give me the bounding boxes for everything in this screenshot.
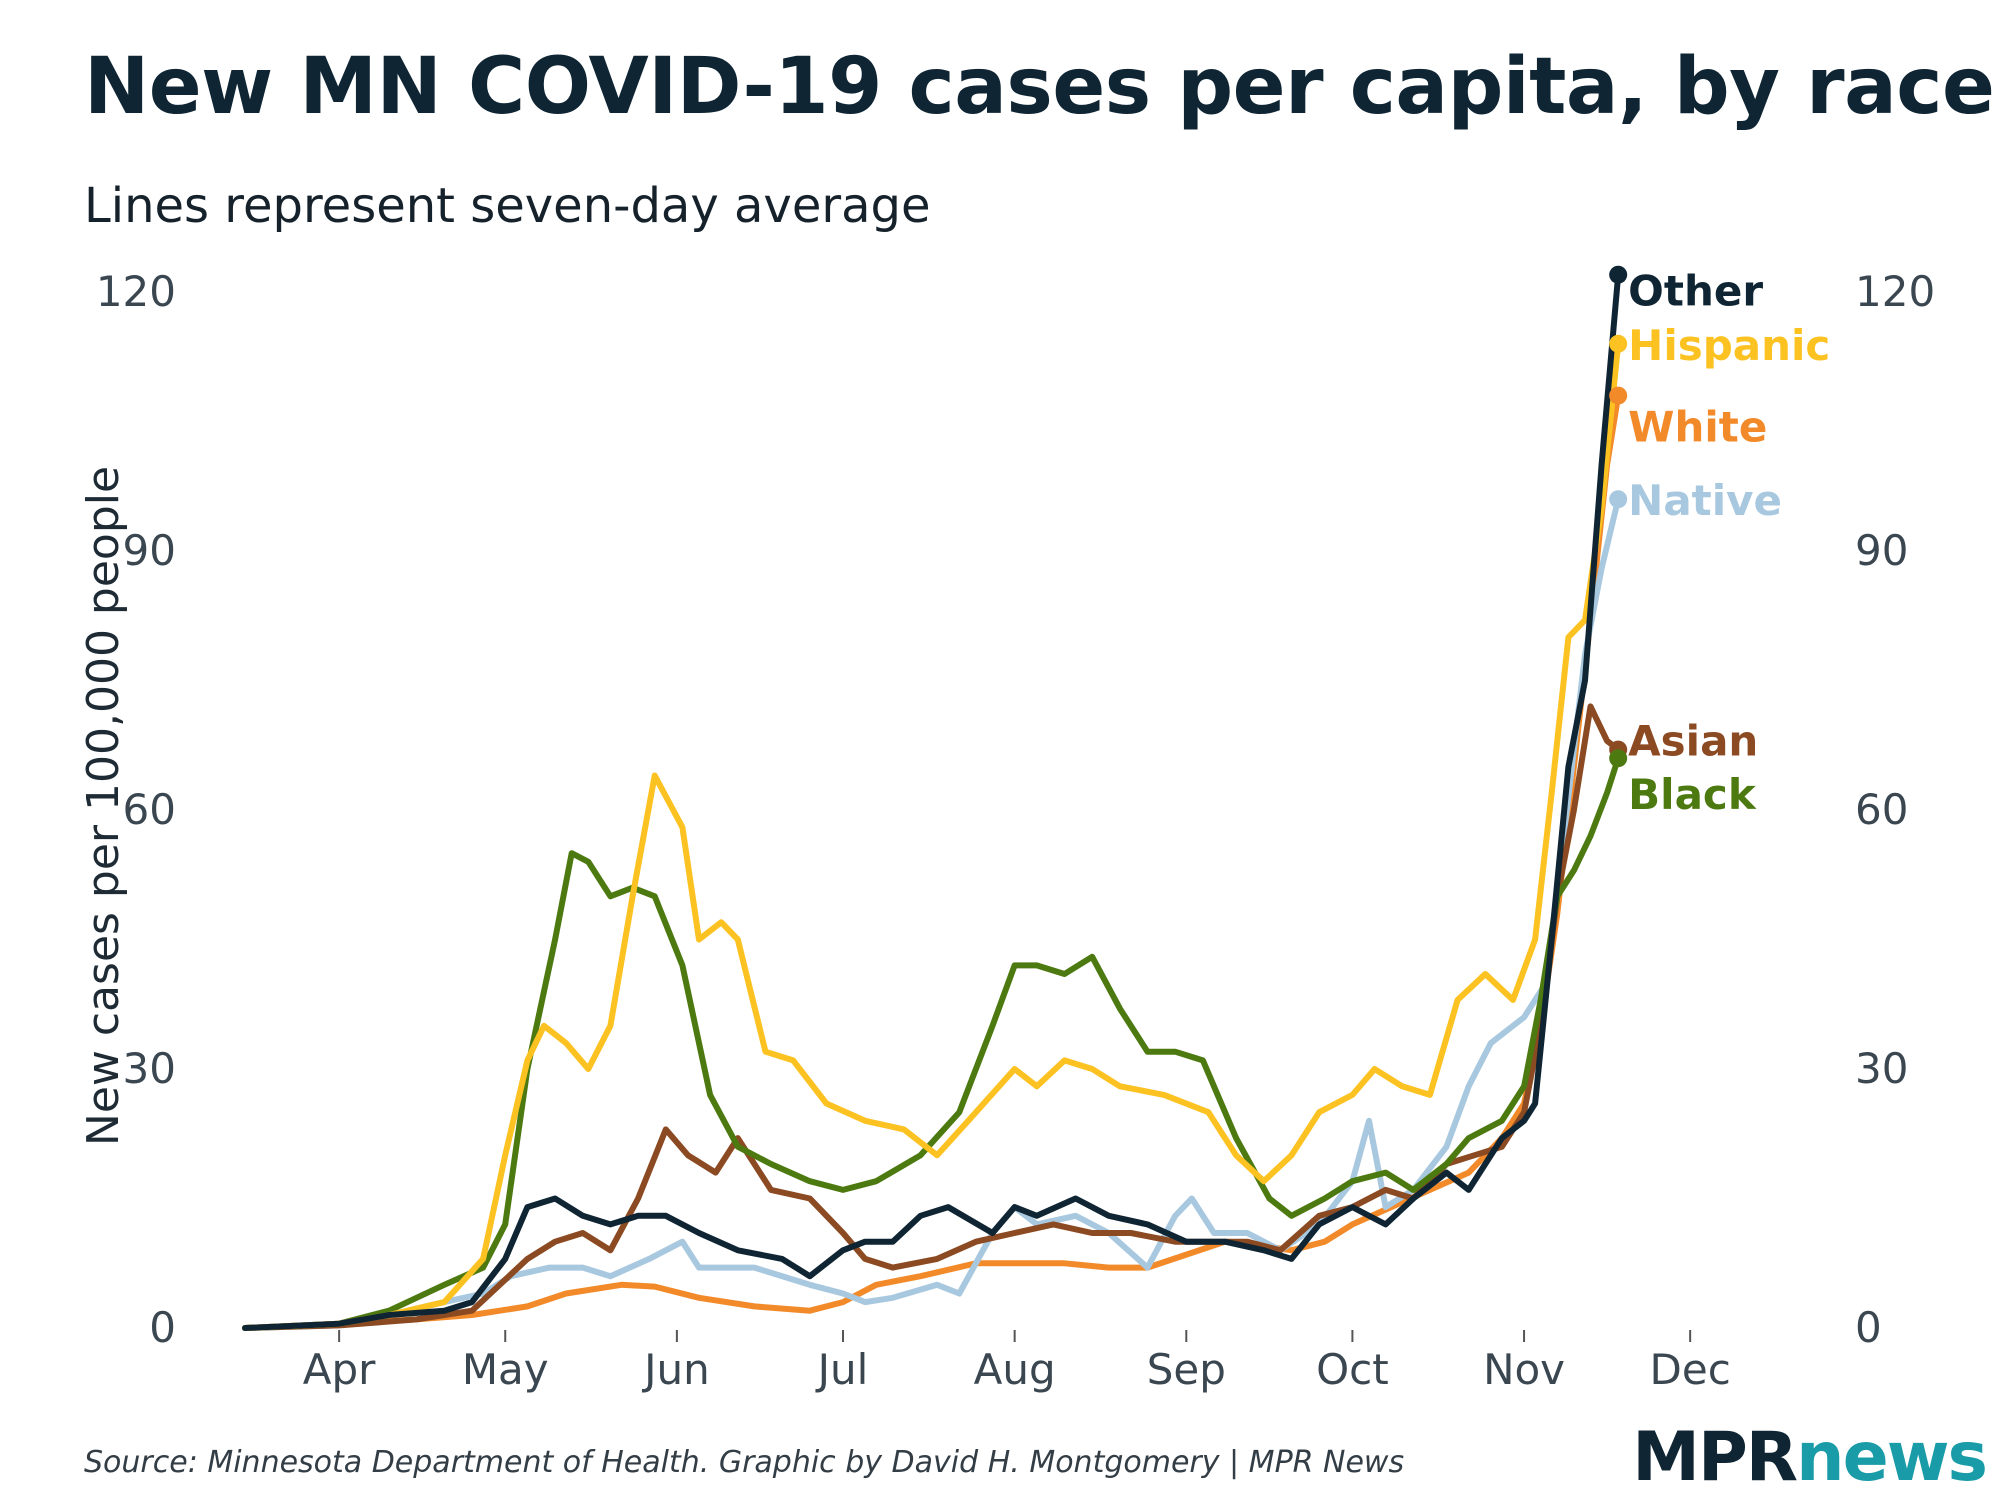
series-label-white: White [1628,403,1767,452]
x-tick-label: Jul [815,1345,869,1394]
x-tick-label: Nov [1483,1345,1565,1394]
series-lines [242,271,1622,1331]
y-axis-right: 0 30 60 90 120 [1855,267,1935,1352]
series-end-dot-other [1609,265,1628,284]
x-axis: Apr May Jun Jul Aug Sep Oct Nov Dec [303,1330,1731,1394]
x-tick-label: Dec [1650,1345,1731,1394]
y-tick-right-label: 120 [1855,267,1935,316]
y-tick-right-label: 0 [1855,1303,1882,1352]
line-chart: 0 30 60 90 120 0 30 60 90 120 Apr May Jun Jul Aug Sep… [78,265,1935,1394]
series-end-dot-hispanic [1609,334,1628,353]
series-label-asian: Asian [1628,717,1758,766]
series-line-other [242,271,1622,1331]
series-label-hispanic: Hispanic [1628,321,1830,370]
y-axis-label: New cases per 100,000 people [78,466,129,1146]
series-end-dot-white [1609,386,1628,405]
chart-subtitle: Lines represent seven-day average [84,178,931,234]
x-tick-label: May [462,1345,549,1394]
y-tick-right-label: 30 [1855,1044,1908,1093]
y-tick-left-label: 30 [123,1044,176,1093]
y-tick-left-label: 60 [123,785,176,834]
logo-mpr-text: MPR [1632,1418,1798,1497]
x-tick-label: Oct [1316,1345,1389,1394]
source-credit: Source: Minnesota Department of Health. … [84,1445,1405,1480]
series-label-black: Black [1628,770,1757,819]
y-axis-left: 0 30 60 90 120 [96,267,176,1352]
x-tick-label: Jun [641,1345,710,1394]
series-end-dot-black [1609,749,1628,768]
mpr-news-logo: MPRnews [1632,1418,1988,1497]
series-line-asian [242,703,1622,1331]
series-label-native: Native [1628,476,1782,525]
y-tick-left-label: 90 [123,526,176,575]
x-tick-label: Aug [974,1345,1056,1394]
x-tick-label: Sep [1147,1345,1226,1394]
series-label-other: Other [1628,267,1763,316]
series-line-black [242,755,1622,1331]
chart-title: New MN COVID-19 cases per capita, by rac… [84,42,1995,132]
x-tick-label: Apr [303,1345,376,1394]
y-tick-left-label: 120 [96,267,176,316]
series-end-dots [1609,265,1628,768]
y-tick-left-label: 0 [149,1303,176,1352]
series-line-hispanic [242,340,1622,1331]
logo-news-text: news [1796,1418,1988,1497]
series-line-native [242,496,1622,1331]
y-tick-right-label: 90 [1855,526,1908,575]
y-tick-right-label: 60 [1855,785,1908,834]
series-end-dot-native [1609,490,1628,509]
